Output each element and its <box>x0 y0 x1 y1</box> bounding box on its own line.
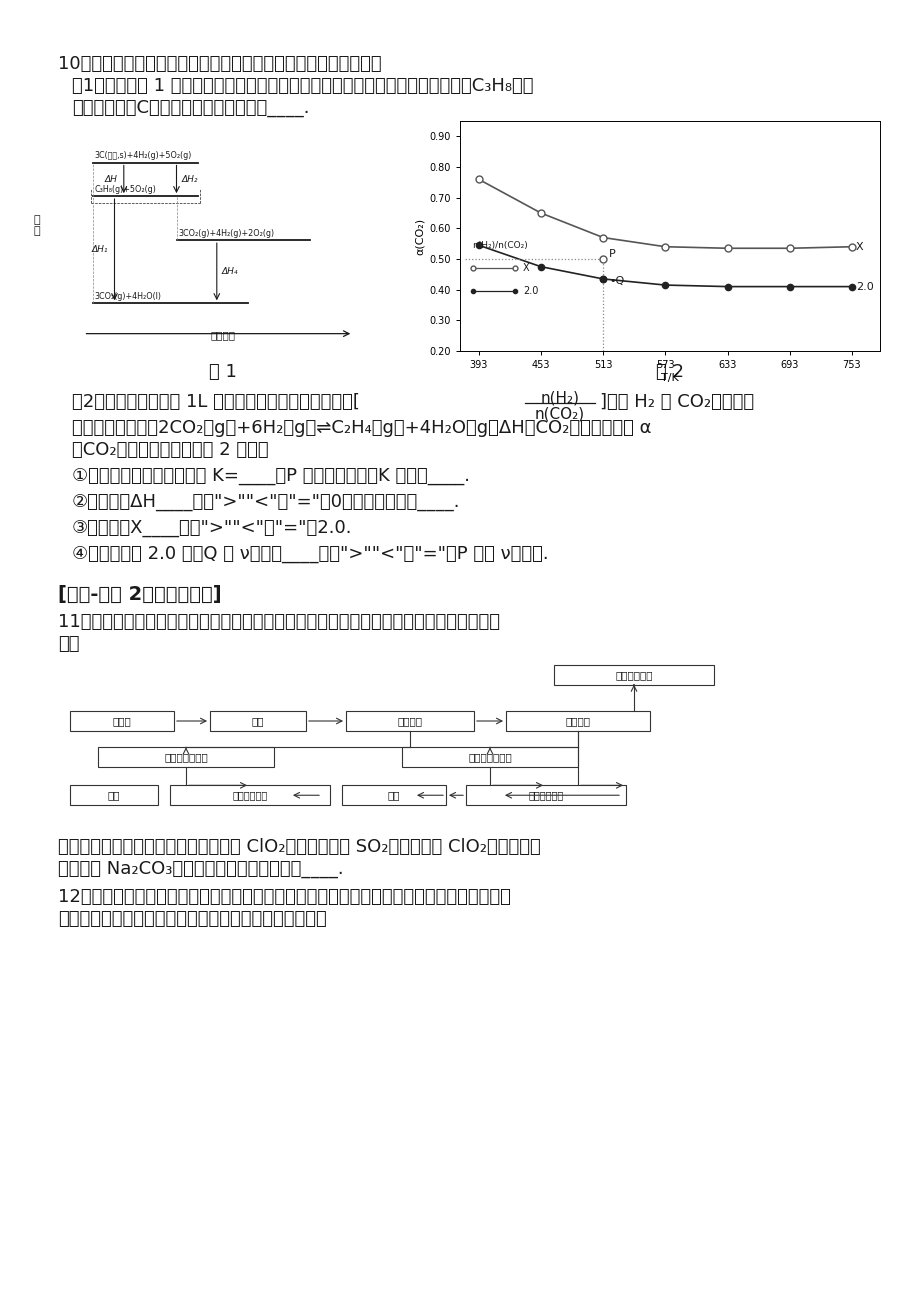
Text: （CO₂）与温度的关系如图 2 所示．: （CO₂）与温度的关系如图 2 所示． <box>72 441 268 460</box>
Text: 解得到石墨（C）和氢气的热化学方程式____.: 解得到石墨（C）和氢气的热化学方程式____. <box>72 99 309 117</box>
Text: ΔH: ΔH <box>105 174 118 184</box>
Bar <box>505 711 650 730</box>
Text: 条件下发生反应：2CO₂（g）+6H₂（g）⇌C₂H₄（g）+4H₂O（g）ΔH．CO₂的平衡转化率 α: 条件下发生反应：2CO₂（g）+6H₂（g）⇌C₂H₄（g）+4H₂O（g）ΔH… <box>72 419 651 437</box>
Text: ②该反应的ΔH____（填">""<"或"="）0，判断的理由是____.: ②该反应的ΔH____（填">""<"或"="）0，判断的理由是____. <box>72 493 460 510</box>
Text: C₃H₈(g)+5O₂(g): C₃H₈(g)+5O₂(g) <box>95 185 156 194</box>
Text: 漂后洗涤浓缩: 漂后洗涤浓缩 <box>233 790 267 801</box>
Text: ③氢碳比：X____（填">""<"或"="）2.0.: ③氢碳比：X____（填">""<"或"="）2.0. <box>72 519 352 536</box>
Y-axis label: α(CO₂): α(CO₂) <box>414 217 425 255</box>
Text: 11．我国四大发明之一造纸术代表了我国古代在化工技术上的水平，图是制浆过程的工艺流: 11．我国四大发明之一造纸术代表了我国古代在化工技术上的水平，图是制浆过程的工艺… <box>58 613 499 631</box>
Text: 图 1: 图 1 <box>209 363 237 381</box>
Text: ①此反应的平衡常数表达式 K=____，P 点对应温度下，K 的值为____.: ①此反应的平衡常数表达式 K=____，P 点对应温度下，K 的值为____. <box>72 467 470 486</box>
Bar <box>466 785 625 805</box>
Text: （1）已知下图 1 为各组物质能量总和及相互间转化的能量关系，写出丙烷气体（C₃H₈）分: （1）已知下图 1 为各组物质能量总和及相互间转化的能量关系，写出丙烷气体（C₃… <box>72 77 533 95</box>
Text: 反应过程: 反应过程 <box>210 329 235 340</box>
Text: 备料: 备料 <box>252 716 264 727</box>
Text: ④在氢碳比为 2.0 时，Q 点 ν（逆）____（填">""<"或"="）P 点的 ν（逆）.: ④在氢碳比为 2.0 时，Q 点 ν（逆）____（填">""<"或"="）P … <box>72 546 548 562</box>
Bar <box>98 747 274 767</box>
Text: [化学-选修 2：化学与技术]: [化学-选修 2：化学与技术] <box>58 585 221 604</box>
Text: 在漂白工艺中，现代新工艺采用先通入 ClO₂，再用少量的 SO₂除掉过量的 ClO₂和解离过程: 在漂白工艺中，现代新工艺采用先通入 ClO₂，再用少量的 SO₂除掉过量的 Cl… <box>58 838 540 855</box>
Bar <box>553 665 713 685</box>
Text: ΔH₁: ΔH₁ <box>92 245 108 254</box>
Text: 废液提取: 废液提取 <box>565 716 590 727</box>
Text: 创造了侯氏制碱法，又叫联碱法，图为两种方法的对比：: 创造了侯氏制碱法，又叫联碱法，图为两种方法的对比： <box>58 910 326 928</box>
Bar <box>346 711 473 730</box>
Text: 2.0: 2.0 <box>522 286 538 296</box>
Text: n(CO₂): n(CO₂) <box>534 408 584 422</box>
Text: 漂白: 漂白 <box>387 790 400 801</box>
Text: ]充入 H₂ 和 CO₂，在一定: ]充入 H₂ 和 CO₂，在一定 <box>599 393 754 411</box>
Text: （2）在两个容积均为 1L 的密闭容器中以不同的氢碳比[: （2）在两个容积均为 1L 的密闭容器中以不同的氢碳比[ <box>72 393 359 411</box>
Text: ΔH₄: ΔH₄ <box>221 267 238 276</box>
Text: 3C(石墨,s)+4H₂(g)+5O₂(g): 3C(石墨,s)+4H₂(g)+5O₂(g) <box>95 151 191 160</box>
Bar <box>70 785 158 805</box>
Text: 洗涤筛选浓缩: 洗涤筛选浓缩 <box>528 790 563 801</box>
Text: 能
量: 能 量 <box>34 215 40 236</box>
Text: 中过量的 Na₂CO₃，写出此反应的化学方程式____.: 中过量的 Na₂CO₃，写出此反应的化学方程式____. <box>58 861 344 878</box>
Text: 10．丙烷、乙烯等有机物在工业上有广泛的应用，回答下列问题：: 10．丙烷、乙烯等有机物在工业上有广泛的应用，回答下列问题： <box>58 55 381 73</box>
Text: X: X <box>856 242 863 251</box>
Text: 图 2: 图 2 <box>655 363 683 381</box>
Text: 中段水处理回用: 中段水处理回用 <box>164 753 208 762</box>
Bar <box>210 711 306 730</box>
Text: 2.0: 2.0 <box>856 281 873 292</box>
Text: 中段水处理回用: 中段水处理回用 <box>468 753 511 762</box>
Text: X: X <box>522 263 529 273</box>
Text: •Q: •Q <box>608 276 624 285</box>
Bar <box>170 785 330 805</box>
Text: 程：: 程： <box>58 635 79 654</box>
Text: 12．在纤维解离阶段需要用到大量纯碱，我国化学家侯德榜改进国外的氨碱法纯碱生产工艺，: 12．在纤维解离阶段需要用到大量纯碱，我国化学家侯德榜改进国外的氨碱法纯碱生产工… <box>58 888 510 906</box>
Text: ΔH₂: ΔH₂ <box>181 174 198 184</box>
Text: n(H₂)/n(CO₂): n(H₂)/n(CO₂) <box>472 241 528 250</box>
Text: 3CO₂(g)+4H₂O(l): 3CO₂(g)+4H₂O(l) <box>95 292 161 301</box>
Bar <box>342 785 446 805</box>
Bar <box>70 711 174 730</box>
Text: 纤维解离: 纤维解离 <box>397 716 422 727</box>
Text: 贮浆: 贮浆 <box>108 790 120 801</box>
Text: 原料场: 原料场 <box>112 716 131 727</box>
Text: n(H₂): n(H₂) <box>540 391 579 406</box>
Text: 废液回收利用: 废液回收利用 <box>615 669 652 680</box>
Text: P: P <box>608 250 616 259</box>
X-axis label: T/K: T/K <box>661 372 678 383</box>
Text: 3CO₂(g)+4H₂(g)+2O₂(g): 3CO₂(g)+4H₂(g)+2O₂(g) <box>178 229 274 238</box>
Bar <box>402 747 577 767</box>
